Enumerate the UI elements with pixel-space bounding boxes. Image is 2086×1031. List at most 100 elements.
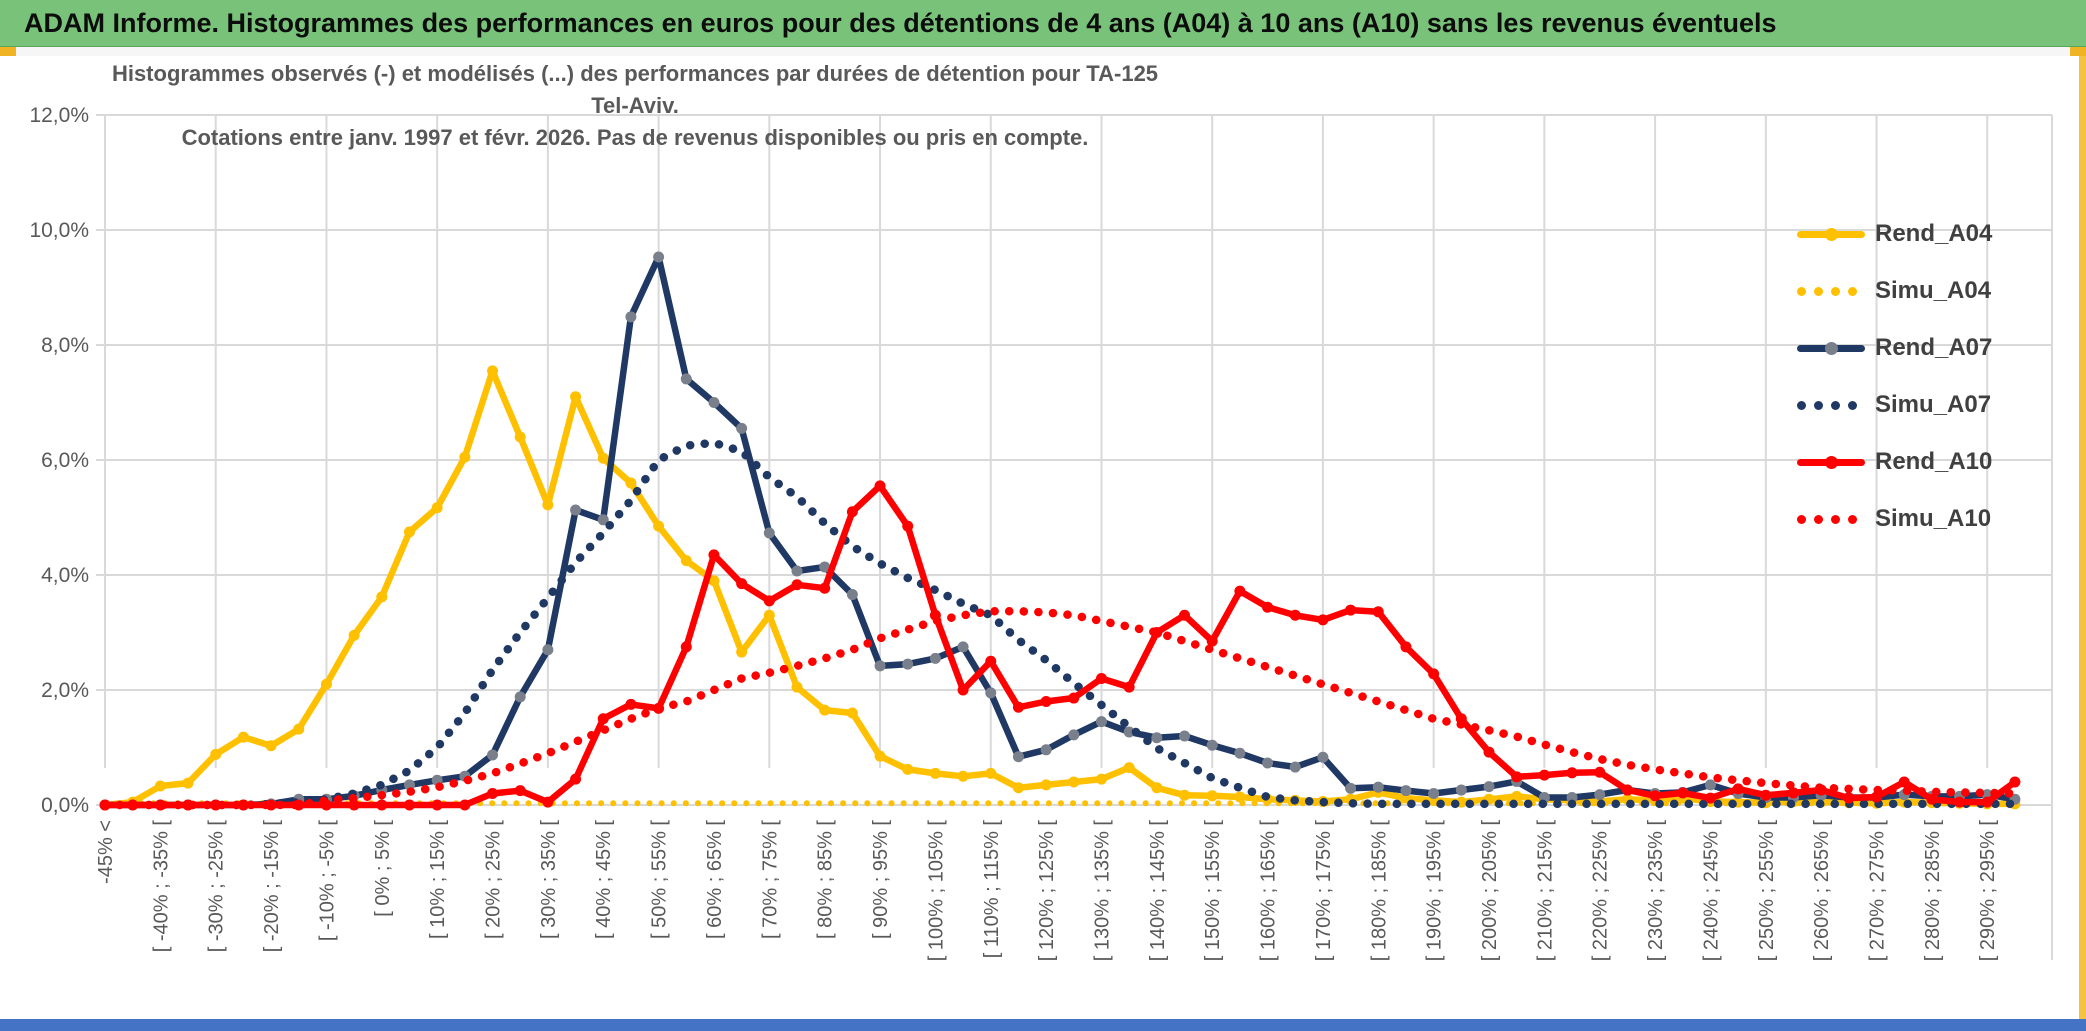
gold-side-strip <box>2079 56 2086 1019</box>
gold-accent-right <box>2070 47 2086 56</box>
series-marker-rend_a10 <box>182 799 194 811</box>
x-axis-tick-label: [ 280% ; 285% [ <box>1922 820 1944 962</box>
series-marker-rend_a10 <box>957 684 969 696</box>
series-marker-rend_a07 <box>1677 786 1689 798</box>
series-marker-rend_a10 <box>1206 635 1218 647</box>
series-marker-rend_a04 <box>680 555 692 567</box>
series-marker-rend_a07 <box>1871 792 1883 804</box>
series-marker-rend_a04 <box>625 477 637 489</box>
series-marker-rend_a04 <box>653 520 665 532</box>
series-marker-rend_a10 <box>1981 796 1993 808</box>
series-marker-rend_a07 <box>1594 789 1606 801</box>
x-axis-tick-label: [ 200% ; 205% [ <box>1479 820 1501 962</box>
series-marker-rend_a07 <box>1511 775 1523 787</box>
series-marker-rend_a04 <box>763 609 775 621</box>
y-axis-tick-label: 12,0% <box>29 104 89 127</box>
series-marker-rend_a07 <box>1954 790 1966 802</box>
series-marker-rend_a10 <box>1455 713 1467 725</box>
series-marker-rend_a04 <box>1289 794 1301 806</box>
legend-item-rend_a07: Rend_A07 <box>1797 319 2057 376</box>
series-marker-rend_a07 <box>1621 784 1633 796</box>
series-marker-rend_a10 <box>293 799 305 811</box>
x-axis-tick-label: [ 250% ; 255% [ <box>1756 820 1778 962</box>
series-marker-rend_a04 <box>597 452 609 464</box>
series-marker-rend_a04 <box>1372 786 1384 798</box>
legend-item-simu_a07: Simu_A07 <box>1797 376 2057 433</box>
series-marker-rend_a10 <box>1787 787 1799 799</box>
series-marker-rend_a10 <box>708 549 720 561</box>
series-marker-rend_a04 <box>542 499 554 511</box>
series-marker-rend_a10 <box>680 641 692 653</box>
series-marker-rend_a10 <box>985 655 997 667</box>
series-marker-rend_a10 <box>1677 787 1689 799</box>
series-marker-rend_a07 <box>874 660 886 672</box>
series-marker-rend_a10 <box>902 520 914 532</box>
y-axis-tick-label: 0,0% <box>41 794 89 817</box>
series-marker-rend_a10 <box>1262 601 1274 613</box>
title-gap-row <box>0 47 2086 56</box>
series-line-rend_a04 <box>101 367 2019 809</box>
series-marker-rend_a04 <box>1843 797 1855 809</box>
series-marker-rend_a07 <box>929 652 941 664</box>
series-marker-rend_a04 <box>1732 796 1744 808</box>
legend-swatch-solid <box>1797 449 1865 475</box>
series-marker-rend_a07 <box>625 311 637 323</box>
title-bar: ADAM Informe. Histogrammes des performan… <box>0 0 2086 47</box>
series-marker-rend_a04 <box>1538 793 1550 805</box>
series-marker-rend_a07 <box>1151 732 1163 744</box>
series-marker-rend_a04 <box>2009 798 2021 810</box>
series-marker-rend_a07 <box>1760 792 1772 804</box>
x-axis-tick-label: [ 40% ; 45% [ <box>593 820 615 939</box>
series-marker-rend_a10 <box>653 702 665 714</box>
series-marker-rend_a10 <box>1594 766 1606 778</box>
legend-swatch-dotted <box>1797 278 1865 304</box>
legend-item-rend_a10: Rend_A10 <box>1797 433 2057 490</box>
x-axis-tick-label: [ 270% ; 275% [ <box>1867 820 1889 962</box>
series-marker-rend_a07 <box>265 798 277 810</box>
series-marker-rend_a10 <box>1732 783 1744 795</box>
series-marker-rend_a04 <box>1815 796 1827 808</box>
x-axis-tick-label: [ 220% ; 225% [ <box>1590 820 1612 962</box>
series-marker-rend_a04 <box>1704 796 1716 808</box>
series-marker-rend_a10 <box>1649 790 1661 802</box>
series-marker-rend_a04 <box>237 731 249 743</box>
x-axis-tick-label: [ 260% ; 265% [ <box>1811 820 1833 962</box>
series-marker-rend_a04 <box>1234 791 1246 803</box>
series-marker-rend_a07 <box>708 397 720 408</box>
y-axis-tick-label: 4,0% <box>41 564 89 587</box>
series-marker-rend_a10 <box>763 595 775 607</box>
series-line-rend_a10 <box>101 482 2019 809</box>
series-marker-rend_a04 <box>1649 794 1661 806</box>
series-marker-rend_a10 <box>1538 769 1550 781</box>
series-marker-rend_a10 <box>99 799 111 811</box>
series-line-simu_a10 <box>100 606 2020 810</box>
x-axis-tick-label: [ 210% ; 215% [ <box>1534 820 1556 962</box>
series-marker-rend_a04 <box>487 365 499 377</box>
legend-swatch-solid <box>1797 335 1865 361</box>
series-marker-rend_a10 <box>542 796 554 808</box>
x-axis-tick-label: [ -40% ; -35% [ <box>150 820 172 953</box>
series-marker-rend_a07 <box>1732 788 1744 799</box>
series-marker-rend_a10 <box>1123 681 1135 693</box>
series-marker-rend_a07 <box>1400 785 1412 797</box>
series-marker-rend_a04 <box>265 740 277 752</box>
series-marker-rend_a04 <box>1621 793 1633 805</box>
x-axis-tick-label: [ 150% ; 155% [ <box>1202 820 1224 962</box>
series-marker-rend_a07 <box>736 422 748 434</box>
series-marker-rend_a04 <box>459 451 471 463</box>
series-marker-rend_a04 <box>1483 793 1495 805</box>
x-axis-tick-label: [ 90% ; 95% [ <box>870 820 892 939</box>
series-marker-rend_a04 <box>570 391 582 403</box>
series-marker-rend_a07 <box>791 565 803 577</box>
legend-label: Rend_A04 <box>1875 219 1993 247</box>
series-marker-rend_a07 <box>320 793 332 805</box>
series-marker-rend_a10 <box>625 698 637 710</box>
page-title: ADAM Informe. Histogrammes des performan… <box>24 7 1777 38</box>
series-marker-rend_a04 <box>127 796 139 808</box>
series-marker-rend_a04 <box>1151 782 1163 794</box>
series-marker-rend_a04 <box>846 707 858 719</box>
legend-label: Rend_A10 <box>1875 447 1993 475</box>
x-axis-tick-label: [ 0% ; 5% [ <box>372 820 394 917</box>
y-axis-tick-label: 2,0% <box>41 679 89 702</box>
